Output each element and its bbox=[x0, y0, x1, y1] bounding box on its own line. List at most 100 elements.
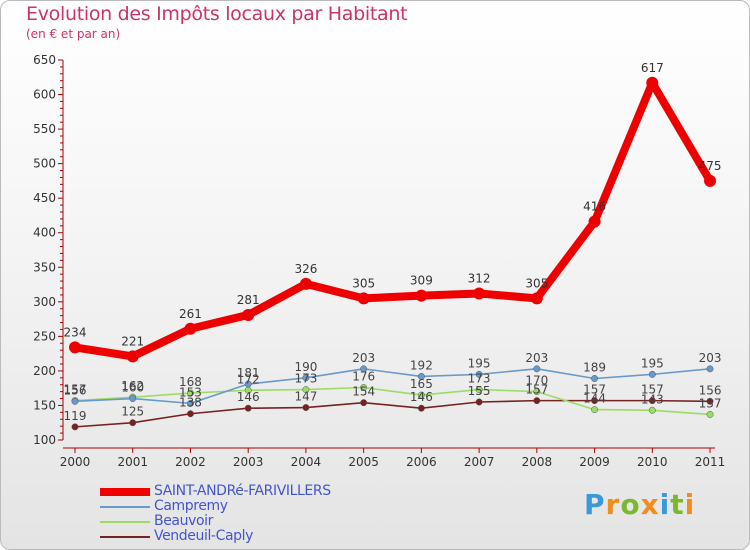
data-label: 281 bbox=[237, 293, 260, 307]
data-point bbox=[591, 375, 599, 382]
data-label: 234 bbox=[64, 325, 87, 339]
legend-label: Vendeuil-Caply bbox=[154, 528, 253, 544]
data-label: 144 bbox=[583, 392, 606, 406]
x-tick-label: 2005 bbox=[348, 455, 379, 469]
data-point bbox=[299, 277, 312, 290]
data-point bbox=[646, 76, 659, 89]
data-label: 195 bbox=[468, 356, 491, 370]
data-label: 192 bbox=[410, 358, 433, 372]
data-label: 475 bbox=[699, 159, 722, 173]
x-tick-label: 2006 bbox=[406, 455, 437, 469]
data-label: 160 bbox=[121, 381, 144, 395]
data-point bbox=[357, 292, 370, 305]
data-label: 147 bbox=[294, 390, 317, 404]
y-tick-label: 450 bbox=[33, 191, 56, 205]
legend-swatch bbox=[100, 505, 150, 508]
data-point bbox=[360, 365, 368, 373]
data-point bbox=[475, 386, 483, 394]
data-point bbox=[242, 308, 255, 321]
legend-item[interactable]: SAINT-ANDRé-FARIVILLERS bbox=[100, 484, 400, 499]
data-label: 326 bbox=[294, 262, 317, 276]
data-point bbox=[417, 372, 425, 380]
data-label: 157 bbox=[583, 383, 606, 397]
data-point bbox=[129, 419, 137, 427]
data-point bbox=[244, 404, 252, 412]
data-label: 190 bbox=[294, 360, 317, 374]
data-point bbox=[648, 406, 656, 414]
x-tick-label: 2002 bbox=[175, 455, 206, 469]
data-label: 162 bbox=[121, 379, 144, 393]
data-label: 221 bbox=[121, 334, 144, 348]
x-tick-label: 2003 bbox=[233, 455, 264, 469]
chart-subtitle: (en € et par an) bbox=[26, 27, 121, 41]
x-tick-label: 2008 bbox=[522, 455, 553, 469]
logo-letter: r bbox=[605, 488, 621, 521]
data-label: 189 bbox=[583, 361, 606, 375]
data-label: 312 bbox=[468, 272, 491, 286]
y-tick-label: 200 bbox=[33, 364, 56, 378]
y-tick-label: 400 bbox=[33, 226, 56, 240]
data-point bbox=[129, 395, 137, 402]
data-point bbox=[302, 386, 310, 394]
data-point bbox=[591, 406, 599, 414]
proxiti-logo: Proxiti bbox=[584, 488, 695, 521]
logo-letter: o bbox=[620, 488, 641, 521]
data-point bbox=[184, 322, 197, 335]
data-label: 617 bbox=[641, 61, 664, 75]
x-tick-label: 2011 bbox=[695, 455, 726, 469]
data-point bbox=[706, 397, 714, 405]
data-label: 261 bbox=[179, 307, 202, 321]
data-label: 146 bbox=[237, 390, 260, 404]
legend-swatch bbox=[100, 535, 150, 538]
logo-letter: x bbox=[640, 488, 660, 521]
data-point bbox=[475, 370, 483, 378]
data-point bbox=[533, 388, 541, 396]
data-label: 155 bbox=[468, 384, 491, 398]
data-label: 156 bbox=[699, 383, 722, 397]
data-point bbox=[706, 365, 714, 373]
legend-swatch bbox=[100, 520, 150, 523]
data-label: 203 bbox=[699, 351, 722, 365]
data-point bbox=[473, 287, 486, 300]
legend-label: Beauvoir bbox=[154, 513, 213, 529]
legend-swatch bbox=[100, 487, 150, 496]
y-tick-label: 550 bbox=[33, 122, 56, 136]
data-point bbox=[533, 365, 541, 373]
x-tick-label: 2000 bbox=[60, 455, 91, 469]
logo-letter: P bbox=[584, 488, 606, 521]
data-label: 172 bbox=[237, 372, 260, 386]
y-tick-label: 650 bbox=[33, 53, 56, 67]
data-point bbox=[360, 384, 368, 391]
legend-item[interactable]: Beauvoir bbox=[100, 514, 400, 529]
y-tick-label: 300 bbox=[33, 295, 56, 309]
data-label: 138 bbox=[179, 396, 202, 410]
data-point bbox=[591, 397, 599, 405]
x-tick-label: 2010 bbox=[637, 455, 668, 469]
y-tick-label: 350 bbox=[33, 260, 56, 274]
series-line-main bbox=[71, 78, 715, 361]
data-label: 157 bbox=[64, 383, 87, 397]
data-point bbox=[706, 410, 714, 418]
data-point bbox=[187, 389, 194, 397]
data-point bbox=[417, 391, 425, 399]
data-point bbox=[187, 399, 194, 407]
legend-item[interactable]: Vendeuil-Caply bbox=[100, 529, 400, 544]
legend-item[interactable]: Campremy bbox=[100, 499, 400, 514]
x-tick-label: 2004 bbox=[291, 455, 322, 469]
data-label: 170 bbox=[525, 374, 548, 388]
data-label: 168 bbox=[179, 375, 202, 389]
logo-letter: i bbox=[684, 488, 696, 521]
data-point bbox=[360, 399, 368, 407]
data-label: 173 bbox=[294, 372, 317, 386]
data-point bbox=[704, 174, 717, 187]
data-point bbox=[71, 423, 79, 431]
data-point bbox=[302, 374, 310, 382]
data-point bbox=[475, 398, 483, 406]
data-point bbox=[417, 404, 425, 412]
data-point bbox=[533, 397, 541, 405]
data-label: 203 bbox=[352, 351, 375, 365]
x-tick-label: 2007 bbox=[464, 455, 495, 469]
data-label: 195 bbox=[641, 356, 664, 370]
data-label: 143 bbox=[641, 392, 664, 406]
data-point bbox=[530, 292, 543, 305]
